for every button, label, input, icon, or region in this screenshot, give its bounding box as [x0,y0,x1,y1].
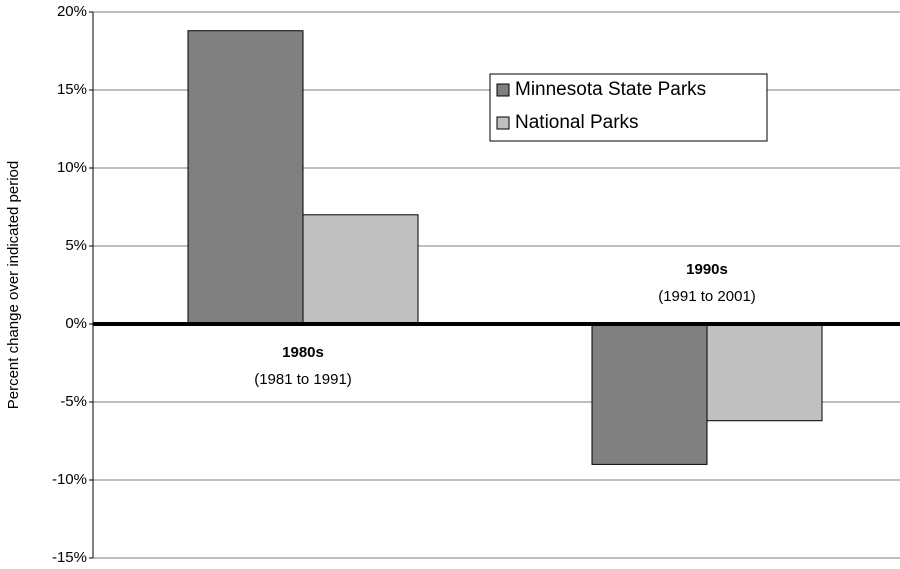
bar [187,30,304,325]
y-tick-label: 10% [57,159,87,176]
legend: Minnesota State Parks National Parks [489,73,768,142]
y-tick-label: 20% [57,3,87,20]
y-tick-label: 15% [57,81,87,98]
y-axis-label: Percent change over indicated period [5,161,22,410]
category-label: 1990s [686,261,728,278]
legend-marker [496,116,510,130]
legend-label: Minnesota State Parks [515,79,706,100]
y-tick-label: -15% [52,549,87,566]
category-label: 1980s [282,344,324,361]
bar [302,214,419,325]
bar [706,323,823,422]
category-period: (1981 to 1991) [254,371,352,388]
bar [591,323,708,465]
category-period: (1991 to 2001) [658,288,756,305]
legend-label: National Parks [515,112,639,133]
y-tick-label: -10% [52,471,87,488]
legend-box [489,73,768,142]
y-tick-label: 5% [65,237,87,254]
y-tick-label: -5% [60,393,87,410]
y-tick-label: 0% [65,315,87,332]
legend-marker [496,83,510,97]
